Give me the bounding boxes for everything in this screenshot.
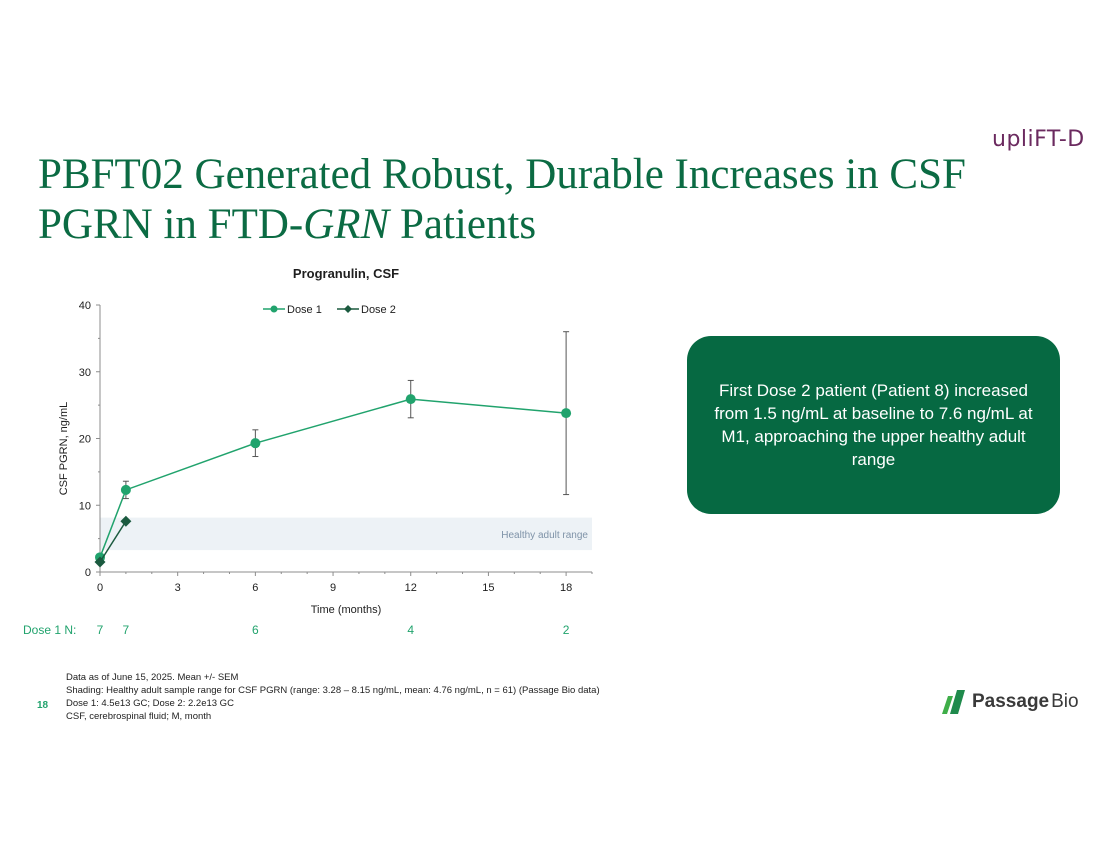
- footnote-line: Dose 1: 4.5e13 GC; Dose 2: 2.2e13 GC: [66, 698, 234, 709]
- passage-bio-logo: Passage Bio: [940, 689, 1079, 715]
- callout-box: First Dose 2 patient (Patient 8) increas…: [687, 336, 1060, 514]
- dose-n-label: Dose 1 N:: [23, 623, 77, 637]
- x-tick-label: 0: [97, 582, 103, 594]
- healthy-range-band: [100, 517, 592, 551]
- data-point: [250, 438, 261, 449]
- x-tick-label: 6: [252, 582, 258, 594]
- uplift-d-logo: upliFT-D: [992, 127, 1085, 152]
- pgrn-line-chart: Progranulin, CSF Healthy adult range 0 10 20…: [58, 266, 593, 616]
- data-point: [94, 556, 106, 568]
- title-part1: PBFT02 Generated Robust, Durable Increas…: [38, 151, 966, 248]
- dose-n-value: 7: [96, 623, 104, 637]
- legend-marker: [270, 305, 278, 313]
- dose-n-value: 4: [407, 623, 415, 637]
- callout-text: First Dose 2 patient (Patient 8) increas…: [714, 381, 1033, 469]
- y-axis-label: CSF PGRN, ng/mL: [58, 402, 70, 496]
- data-point: [120, 515, 132, 527]
- x-tick-label: 9: [330, 582, 336, 594]
- passage-bio-mark-icon: [942, 690, 965, 714]
- title-italic-gene: GRN: [303, 201, 390, 248]
- y-tick-label: 20: [79, 434, 91, 446]
- y-tick-label: 0: [85, 567, 91, 579]
- y-tick-label: 30: [79, 367, 91, 379]
- x-tick-label: 12: [405, 582, 417, 594]
- dose-n-value: 2: [562, 623, 570, 637]
- x-axis-label: Time (months): [311, 604, 382, 616]
- logo-text-bio: Bio: [1051, 691, 1079, 712]
- x-tick-label: 18: [560, 582, 572, 594]
- legend-label: Dose 1: [287, 304, 322, 316]
- page-number: 18: [37, 700, 49, 711]
- data-point: [561, 408, 572, 419]
- page-title: PBFT02 Generated Robust, Durable Increas…: [38, 150, 1048, 250]
- series-line-1: [99, 520, 127, 563]
- footnote-line: CSF, cerebrospinal fluid; M, month: [66, 711, 212, 722]
- legend-marker: [344, 305, 352, 313]
- data-point: [120, 484, 131, 495]
- title-part2: Patients: [389, 201, 537, 248]
- y-tick-label: 10: [79, 500, 91, 512]
- dose-n-value: 7: [122, 623, 130, 637]
- footnote-line: Data as of June 15, 2025. Mean +/- SEM: [66, 672, 239, 683]
- y-tick-label: 40: [79, 300, 91, 312]
- plot-area: Progranulin, CSF Healthy adult range 0 10 20…: [58, 266, 593, 616]
- chart-title: Progranulin, CSF: [293, 266, 399, 281]
- logo-text-passage: Passage: [972, 691, 1050, 712]
- footnotes: Data as of June 15, 2025. Mean +/- SEM S…: [66, 671, 600, 723]
- x-tick-label: 15: [482, 582, 494, 594]
- healthy-range-label: Healthy adult range: [501, 530, 588, 541]
- dose-n-value: 6: [252, 623, 259, 637]
- legend-label: Dose 2: [361, 304, 396, 316]
- data-point: [405, 394, 416, 405]
- x-tick-label: 3: [175, 582, 181, 594]
- footnote-line: Shading: Healthy adult sample range for …: [66, 685, 600, 696]
